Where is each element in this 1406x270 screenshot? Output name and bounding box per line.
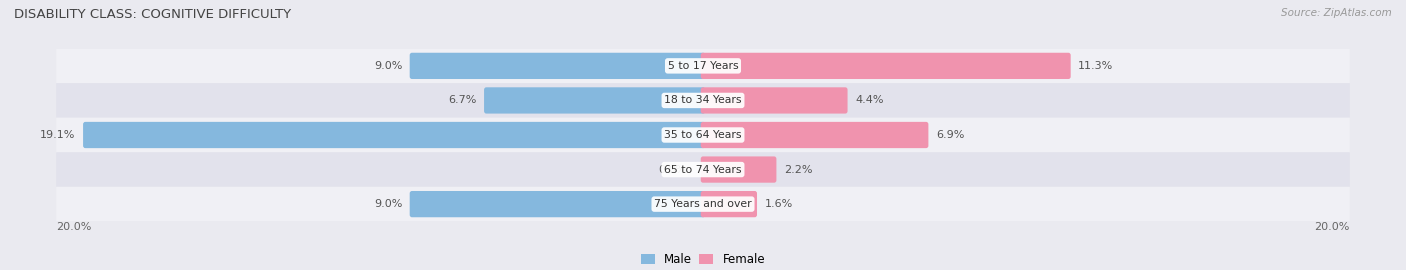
Text: 65 to 74 Years: 65 to 74 Years xyxy=(664,164,742,175)
FancyBboxPatch shape xyxy=(56,152,1350,187)
Text: 5 to 17 Years: 5 to 17 Years xyxy=(668,61,738,71)
FancyBboxPatch shape xyxy=(56,83,1350,118)
FancyBboxPatch shape xyxy=(484,87,706,114)
Text: 6.7%: 6.7% xyxy=(449,95,477,106)
FancyBboxPatch shape xyxy=(83,122,706,148)
FancyBboxPatch shape xyxy=(56,118,1350,152)
Text: 19.1%: 19.1% xyxy=(41,130,76,140)
Text: 4.4%: 4.4% xyxy=(855,95,883,106)
FancyBboxPatch shape xyxy=(56,49,1350,83)
Text: 9.0%: 9.0% xyxy=(374,61,402,71)
Text: 18 to 34 Years: 18 to 34 Years xyxy=(664,95,742,106)
Text: 9.0%: 9.0% xyxy=(374,199,402,209)
FancyBboxPatch shape xyxy=(700,53,1071,79)
Text: 20.0%: 20.0% xyxy=(1315,222,1350,232)
FancyBboxPatch shape xyxy=(409,53,706,79)
Text: 35 to 64 Years: 35 to 64 Years xyxy=(664,130,742,140)
FancyBboxPatch shape xyxy=(56,187,1350,221)
Legend: Male, Female: Male, Female xyxy=(636,248,770,270)
Text: 0.0%: 0.0% xyxy=(658,164,688,175)
FancyBboxPatch shape xyxy=(700,122,928,148)
Text: 11.3%: 11.3% xyxy=(1078,61,1114,71)
Text: Source: ZipAtlas.com: Source: ZipAtlas.com xyxy=(1281,8,1392,18)
FancyBboxPatch shape xyxy=(700,156,776,183)
FancyBboxPatch shape xyxy=(700,191,756,217)
Text: 1.6%: 1.6% xyxy=(765,199,793,209)
FancyBboxPatch shape xyxy=(409,191,706,217)
Text: DISABILITY CLASS: COGNITIVE DIFFICULTY: DISABILITY CLASS: COGNITIVE DIFFICULTY xyxy=(14,8,291,21)
Text: 75 Years and over: 75 Years and over xyxy=(654,199,752,209)
Text: 6.9%: 6.9% xyxy=(936,130,965,140)
Text: 2.2%: 2.2% xyxy=(785,164,813,175)
FancyBboxPatch shape xyxy=(700,87,848,114)
Text: 20.0%: 20.0% xyxy=(56,222,91,232)
